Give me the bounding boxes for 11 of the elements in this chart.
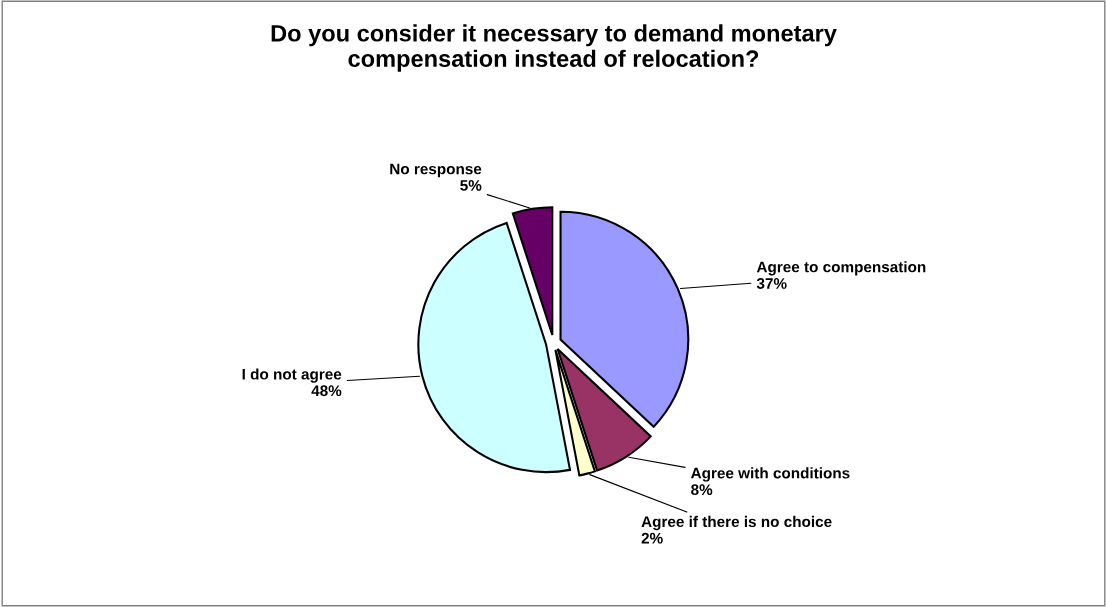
data-label: 2% xyxy=(641,532,663,544)
slice-label: Agree with conditions xyxy=(690,467,850,482)
data-label: 8% xyxy=(691,484,713,496)
data-label: 48% xyxy=(311,385,342,397)
slice-label: I do not agree xyxy=(242,368,342,383)
slice-label: Agree if there is no choice xyxy=(641,515,832,531)
slice-label: No response xyxy=(390,163,482,178)
data-label: 37% xyxy=(756,278,787,289)
data-label: 5% xyxy=(460,180,482,191)
slice-label: Agree to compensation xyxy=(756,261,926,276)
chart-title: Do you consider it necessary to demand monetary compensation instead of relocation? xyxy=(271,24,837,72)
